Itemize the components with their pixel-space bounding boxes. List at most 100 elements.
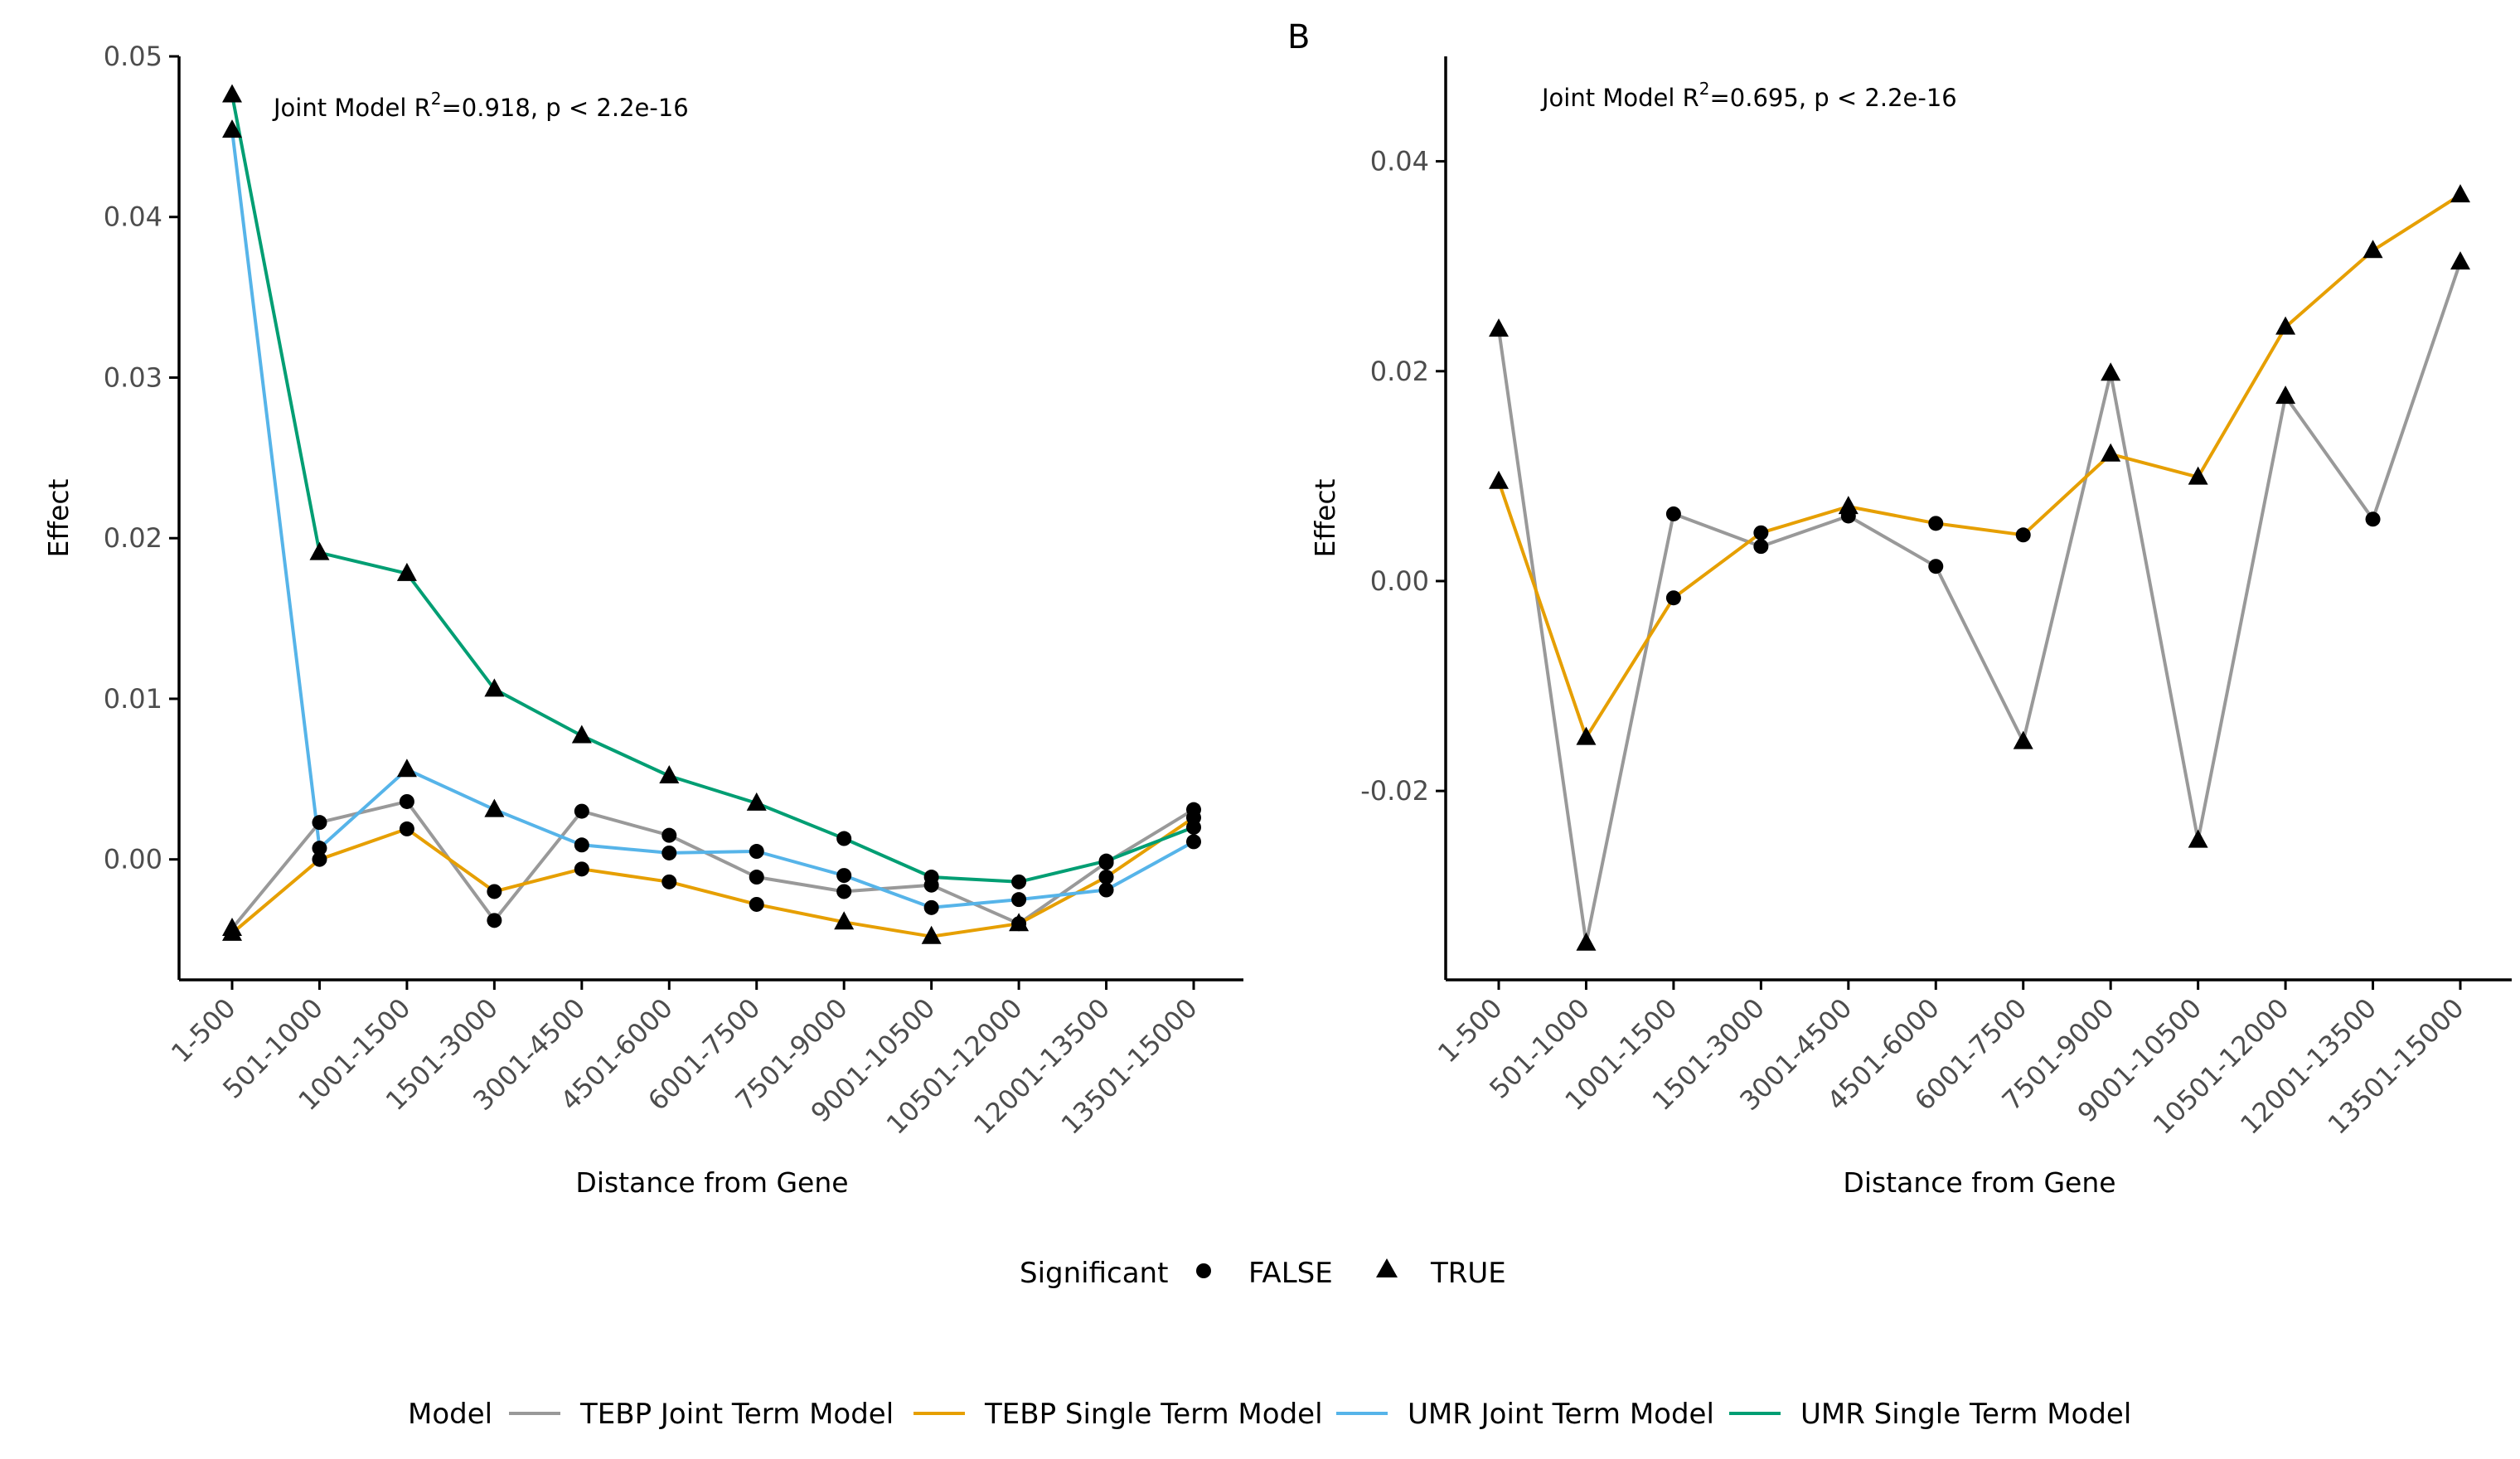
point-not-significant <box>923 870 939 885</box>
point-significant <box>222 84 242 103</box>
point-not-significant <box>399 793 414 809</box>
point-significant <box>2275 316 2296 335</box>
point-significant <box>1838 496 1858 515</box>
point-not-significant <box>312 815 327 831</box>
panel-right: B -0.020.000.020.04 1-500501-10001001-15… <box>1287 18 2512 1199</box>
y-tick-label: -0.02 <box>1360 775 1429 807</box>
point-significant <box>746 792 767 811</box>
series-line <box>230 95 1195 884</box>
right-x-axis-label: Distance from Gene <box>1843 1166 2115 1199</box>
point-significant <box>2101 362 2121 381</box>
legend-false-label: FALSE <box>1248 1257 1333 1290</box>
y-tick-label: 0.00 <box>104 844 162 875</box>
legend-model-title: Model <box>408 1398 492 1431</box>
point-not-significant <box>1186 819 1201 835</box>
point-significant <box>2275 385 2296 405</box>
point-significant <box>659 764 680 783</box>
point-significant <box>309 541 330 560</box>
point-not-significant <box>836 868 852 884</box>
legend-circle-marker <box>1196 1263 1211 1278</box>
left-gridlines-and-marks <box>222 84 1201 944</box>
point-not-significant <box>2365 511 2381 527</box>
point-significant <box>2013 730 2033 749</box>
point-not-significant <box>1753 525 1769 540</box>
y-tick-label: 0.04 <box>104 201 162 233</box>
point-significant <box>2450 251 2470 270</box>
point-not-significant <box>1753 539 1769 555</box>
point-not-significant <box>1011 874 1027 889</box>
legend-significant: Significant FALSE TRUE <box>1020 1257 1506 1290</box>
point-not-significant <box>923 899 939 915</box>
point-not-significant <box>312 851 327 867</box>
point-not-significant <box>1665 590 1681 606</box>
point-not-significant <box>1665 506 1681 521</box>
point-not-significant <box>574 837 589 853</box>
point-significant <box>222 922 242 941</box>
point-significant <box>222 119 242 138</box>
series-line <box>230 129 1195 909</box>
series-line <box>1497 193 2462 739</box>
point-not-significant <box>662 827 677 843</box>
left-y-ticks: 0.00 0.01 0.02 0.03 0.04 0.05 <box>104 41 179 875</box>
right-y-axis-label: Effect <box>1309 478 1341 557</box>
y-tick-label: 0.01 <box>104 683 162 715</box>
point-significant <box>396 562 417 581</box>
legend-label-tebp-single: TEBP Single Term Model <box>984 1398 1323 1431</box>
legend-true-label: TRUE <box>1430 1257 1506 1290</box>
point-significant <box>1009 913 1030 932</box>
legend-model: Model TEBP Joint Term Model TEBP Single … <box>408 1398 2131 1431</box>
legend-label-umr-joint: UMR Joint Term Model <box>1408 1398 1714 1431</box>
point-significant <box>571 725 592 744</box>
point-significant <box>484 678 505 697</box>
legend-label-tebp-joint: TEBP Joint Term Model <box>579 1398 894 1431</box>
y-tick-label: 0.00 <box>1370 565 1429 597</box>
point-not-significant <box>1928 559 1944 574</box>
point-not-significant <box>1098 882 1114 898</box>
point-significant <box>396 759 417 778</box>
y-tick-label: 0.04 <box>1370 146 1429 177</box>
point-not-significant <box>574 803 589 819</box>
point-not-significant <box>574 861 589 877</box>
point-significant <box>2188 829 2208 848</box>
point-significant <box>1576 932 1597 951</box>
point-not-significant <box>487 913 502 928</box>
point-significant <box>2188 466 2208 485</box>
left-annotation: Joint Model R2=0.918, p < 2.2e-16 <box>272 89 689 122</box>
y-tick-label: 0.02 <box>104 522 162 554</box>
left-y-axis-label: Effect <box>42 478 75 557</box>
panel-right-label: B <box>1287 18 1310 56</box>
right-annotation: Joint Model R2=0.695, p < 2.2e-16 <box>1540 79 1957 112</box>
series-line <box>230 799 1195 930</box>
legend-significant-title: Significant <box>1020 1257 1168 1290</box>
point-significant <box>1576 726 1597 745</box>
left-x-axis-label: Distance from Gene <box>575 1166 848 1199</box>
point-significant <box>1489 470 1509 489</box>
y-tick-label: 0.03 <box>104 361 162 393</box>
point-significant <box>1489 318 1509 337</box>
y-tick-label: 0.02 <box>1370 356 1429 387</box>
point-not-significant <box>1098 870 1114 885</box>
point-not-significant <box>1186 834 1201 850</box>
point-not-significant <box>1098 853 1114 869</box>
right-y-ticks: -0.02 0.00 0.02 0.04 <box>1360 146 1446 807</box>
point-not-significant <box>312 841 327 856</box>
y-tick-label: 0.05 <box>104 41 162 72</box>
point-significant <box>2362 240 2383 259</box>
series-line <box>230 816 1195 938</box>
point-significant <box>2450 184 2470 203</box>
legend-label-umr-single: UMR Single Term Model <box>1800 1398 2131 1431</box>
point-not-significant <box>836 831 852 846</box>
series-line <box>1497 261 2462 945</box>
point-not-significant <box>749 844 764 860</box>
point-not-significant <box>487 884 502 899</box>
point-significant <box>834 911 855 930</box>
point-not-significant <box>749 896 764 912</box>
point-significant <box>921 925 942 944</box>
point-significant <box>2101 443 2121 462</box>
point-not-significant <box>399 821 414 836</box>
point-not-significant <box>1928 516 1944 531</box>
point-not-significant <box>1011 892 1027 908</box>
point-not-significant <box>662 874 677 889</box>
point-significant <box>484 798 505 817</box>
